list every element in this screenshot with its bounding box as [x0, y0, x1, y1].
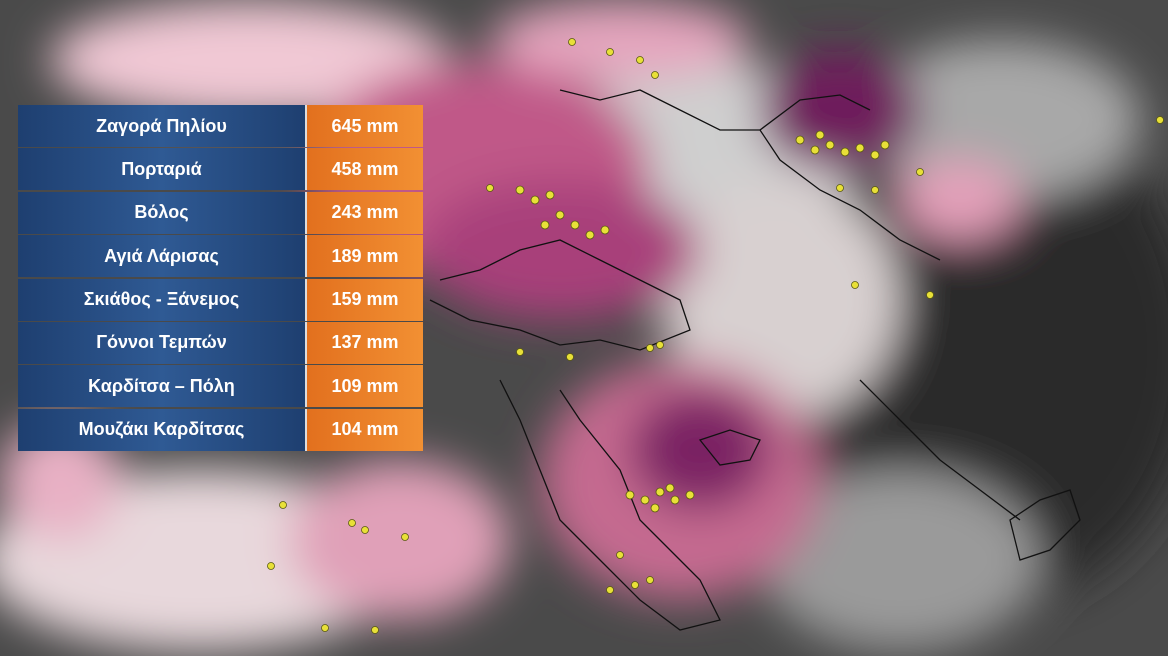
rainfall-amount: 109 mm	[307, 365, 423, 408]
rainfall-amount: 645 mm	[307, 105, 423, 147]
table-row: Πορταριά 458 mm	[18, 148, 423, 191]
table-row: Μουζάκι Καρδίτσας 104 mm	[18, 408, 423, 451]
table-row: Γόννοι Τεμπών 137 mm	[18, 321, 423, 364]
coastlines	[429, 89, 1081, 631]
station-name: Αγιά Λάρισας	[18, 235, 307, 278]
table-row: Ζαγορά Πηλίου 645 mm	[18, 105, 423, 147]
station-name: Σκιάθος - Ξάνεμος	[18, 278, 307, 321]
rainfall-table: Ζαγορά Πηλίου 645 mm Πορταριά 458 mm Βόλος 24…	[18, 105, 423, 452]
station-name: Γόννοι Τεμπών	[18, 321, 307, 364]
lightning-strikes	[267, 38, 1164, 634]
table-row: Αγιά Λάρισας 189 mm	[18, 235, 423, 278]
station-name: Καρδίτσα – Πόλη	[18, 365, 307, 408]
rainfall-amount: 159 mm	[307, 278, 423, 321]
rainfall-amount: 104 mm	[307, 408, 423, 451]
table-row: Καρδίτσα – Πόλη 109 mm	[18, 365, 423, 408]
table-row: Σκιάθος - Ξάνεμος 159 mm	[18, 278, 423, 321]
rainfall-amount: 137 mm	[307, 321, 423, 364]
station-name: Πορταριά	[18, 148, 307, 191]
rainfall-amount: 189 mm	[307, 235, 423, 278]
station-name: Βόλος	[18, 191, 307, 234]
station-name: Μουζάκι Καρδίτσας	[18, 408, 307, 451]
rainfall-amount: 458 mm	[307, 148, 423, 191]
rainfall-amount: 243 mm	[307, 191, 423, 234]
table-row: Βόλος 243 mm	[18, 191, 423, 234]
station-name: Ζαγορά Πηλίου	[18, 105, 307, 147]
